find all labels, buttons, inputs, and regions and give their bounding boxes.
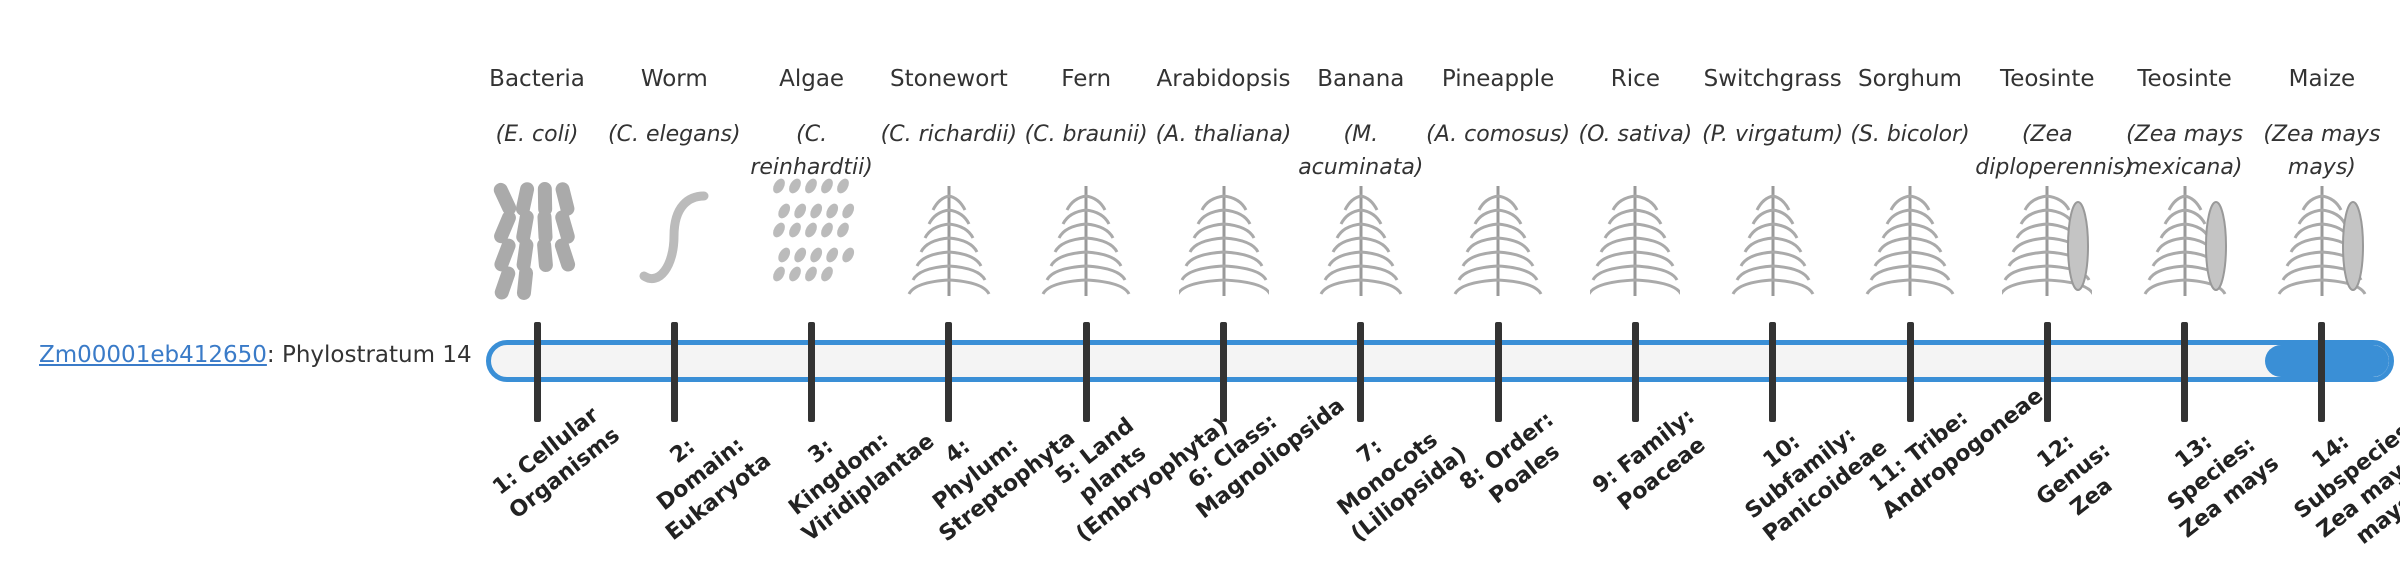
- stratum-label: 8: Order: Poales: [1455, 407, 1565, 510]
- organism-illustration: [2277, 186, 2367, 296]
- species-name: (C. reinhardtii): [750, 122, 873, 180]
- species-name: (Zea diploperennis): [1975, 122, 2134, 180]
- stratum-tick: [1220, 322, 1227, 422]
- organism-name: Pineapple: [1441, 66, 1555, 92]
- stratum-tick: [1631, 322, 1639, 422]
- organism-name: Algae: [779, 66, 845, 92]
- stratum-label: 2: Domain: Eukaryota: [652, 432, 777, 546]
- stratum-label: 6: Class: Magnoliopsida: [1183, 393, 1349, 525]
- organism-name: Teosinte: [2000, 66, 2095, 92]
- organism-illustration: [2143, 186, 2227, 296]
- gene-label: Zm00001eb412650: Phylostratum 14: [39, 342, 472, 368]
- stratum-tick: [808, 322, 816, 422]
- organism-name: Teosinte: [2137, 66, 2232, 92]
- organism-name: Banana: [1317, 66, 1405, 92]
- organism-name: Sorghum: [1858, 66, 1962, 92]
- organism-name: Rice: [1610, 66, 1660, 92]
- organism-name: Switchgrass: [1703, 66, 1842, 92]
- stratum-tick: [670, 322, 678, 422]
- species-name: (A. comosus): [1426, 122, 1571, 147]
- stratum-tick: [1082, 322, 1090, 422]
- organism-illustration: [2002, 186, 2093, 296]
- species-name: (C. richardii): [880, 122, 1018, 147]
- stratum-tick: [533, 322, 541, 422]
- stratum-label: 4: Phylum: Streptophyta: [928, 425, 1080, 547]
- stratum-label: 3: Kingdom: Viridiplantae: [783, 427, 939, 547]
- species-name: (C. elegans): [608, 122, 741, 147]
- organism-name: Maize: [2288, 66, 2356, 92]
- organism-name: Stonewort: [890, 66, 1008, 92]
- organism-name: Worm: [640, 66, 708, 92]
- species-name: (O. sativa): [1578, 122, 1693, 147]
- stratum-label: 10: Subfamily: Panicoideae: [1740, 422, 1892, 547]
- organism-illustration: [1041, 186, 1131, 296]
- organism-illustration: [639, 191, 709, 283]
- gene-suffix: : Phylostratum 14: [266, 342, 472, 368]
- organism-name: Arabidopsis: [1156, 66, 1291, 92]
- organism-illustration: [1453, 186, 1543, 296]
- organism-illustration: [1590, 186, 1681, 296]
- organism-illustration: [1865, 186, 1955, 296]
- stratum-label: 5: Land plants (Embryophyta): [1051, 413, 1234, 547]
- stratum-label: 11: Tribe: Andropogoneae: [1864, 383, 2049, 525]
- organism-name: Bacteria: [489, 66, 585, 92]
- species-name: (A. thaliana): [1155, 122, 1292, 147]
- timeline-bar: [486, 340, 2394, 382]
- organism-illustration: [1731, 186, 1815, 296]
- stratum-tick: [2318, 322, 2326, 422]
- organism-illustration: [907, 186, 991, 296]
- stratum-label: 9: Family: Poaceae: [1588, 404, 1711, 517]
- stratum-tick: [2043, 322, 2051, 422]
- species-name: (M. acuminata): [1298, 122, 1424, 180]
- species-name: (Zea mays mays): [2263, 122, 2381, 180]
- species-name: (E. coli): [495, 122, 579, 147]
- timeline-highlight: [2265, 345, 2389, 377]
- stratum-label: 14: Subspecies: Zea mays mays: [2289, 413, 2400, 550]
- stratum-tick: [1357, 322, 1365, 422]
- organism-illustration: [493, 182, 576, 300]
- organism-illustration: [1319, 186, 1403, 296]
- stratum-tick: [945, 322, 953, 422]
- stratum-label: 13: Species: Zea mays: [2162, 429, 2284, 544]
- species-name: (P. virgatum): [1702, 122, 1844, 147]
- species-name: (Zea mays mexicana): [2126, 122, 2244, 180]
- stratum-tick: [2181, 322, 2189, 422]
- stratum-tick: [1769, 322, 1777, 422]
- stratum-tick: [1906, 322, 1914, 422]
- organism-name: Fern: [1061, 66, 1112, 92]
- organism-illustration: [1178, 186, 1269, 296]
- stratum-tick: [1494, 322, 1502, 422]
- gene-link[interactable]: Zm00001eb412650: [39, 342, 267, 368]
- species-name: (C. braunii): [1024, 122, 1148, 147]
- species-name: (S. bicolor): [1850, 122, 1970, 147]
- organism-illustration: [772, 178, 854, 282]
- stratum-label: 1: Cellular Organisms: [488, 402, 625, 525]
